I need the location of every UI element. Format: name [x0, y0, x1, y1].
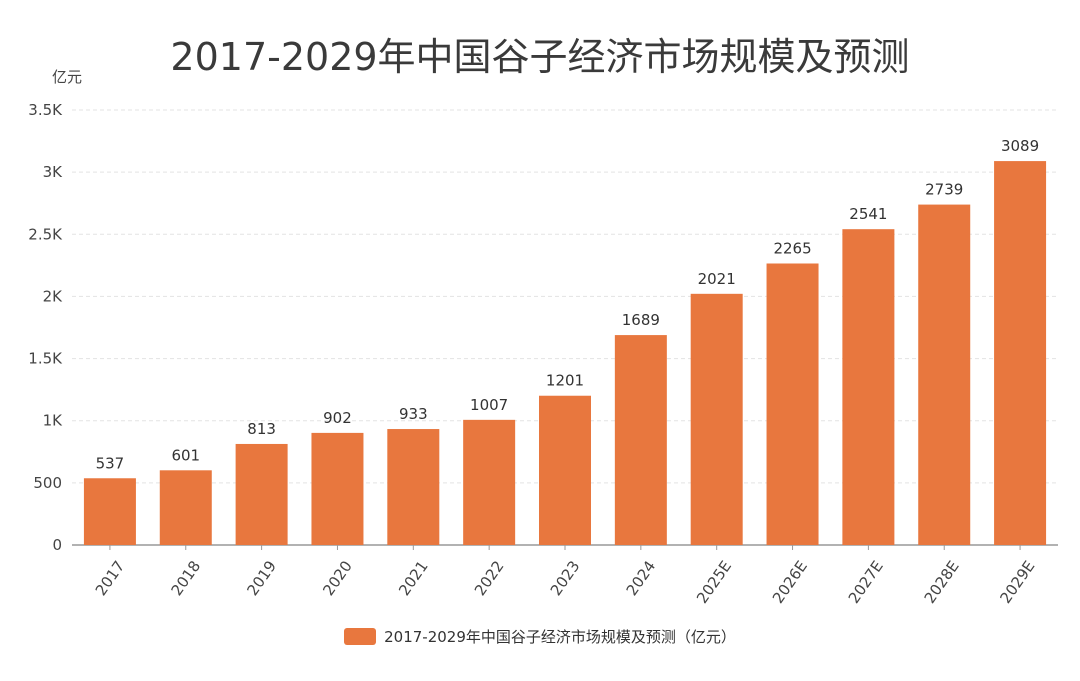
x-tick-label: 2024 — [623, 557, 660, 599]
x-tick-label: 2021 — [395, 557, 432, 599]
bar-value-label: 2265 — [773, 239, 811, 257]
chart-title: 2017-2029年中国谷子经济市场规模及预测 — [170, 35, 910, 79]
x-tick-label: 2025E — [693, 557, 735, 606]
x-tick-label: 2019 — [243, 557, 280, 599]
bar[interactable] — [235, 443, 288, 545]
x-tick-label: 2018 — [168, 557, 205, 599]
bar-value-label: 813 — [247, 420, 276, 438]
y-tick-label: 3K — [43, 163, 64, 181]
y-tick-label: 3.5K — [28, 101, 63, 119]
bar[interactable] — [994, 161, 1047, 545]
x-tick-label: 2022 — [471, 557, 508, 599]
y-tick-label: 1.5K — [28, 350, 63, 368]
bar[interactable] — [387, 429, 440, 545]
bar[interactable] — [539, 395, 591, 545]
bar-value-label: 933 — [399, 405, 428, 423]
legend[interactable]: 2017-2029年中国谷子经济市场规模及预测（亿元） — [0, 626, 1080, 647]
bar-value-label: 1201 — [546, 372, 584, 390]
x-tick-label: 2027E — [845, 557, 887, 606]
x-tick-label: 2017 — [92, 557, 129, 599]
bar[interactable] — [311, 432, 364, 545]
bar-value-label: 3089 — [1001, 137, 1039, 155]
bar[interactable] — [463, 419, 516, 545]
bar[interactable] — [83, 478, 136, 545]
legend-label: 2017-2029年中国谷子经济市场规模及预测（亿元） — [384, 628, 736, 646]
bar[interactable] — [842, 229, 895, 545]
bar[interactable] — [690, 293, 743, 545]
legend-swatch — [344, 628, 377, 645]
bar-chart: 0 500 1K 1.5K 2K 2.5K 3K 3.5K 537 2017 601 2018 813 2… — [28, 101, 1058, 607]
y-tick-label: 1K — [43, 412, 64, 430]
bar[interactable] — [614, 335, 667, 545]
x-tick-label: 2026E — [769, 557, 811, 606]
bar-value-label: 2739 — [925, 181, 963, 199]
bar-value-label: 2541 — [849, 205, 887, 223]
bar[interactable] — [918, 204, 971, 545]
y-tick-label: 2.5K — [28, 225, 63, 243]
y-tick-label: 0 — [52, 536, 62, 554]
x-tick-label: 2023 — [547, 557, 584, 599]
bar-value-label: 1689 — [622, 311, 660, 329]
bar-value-label: 537 — [96, 454, 125, 472]
bar-value-label: 2021 — [698, 270, 736, 288]
bar-value-label: 1007 — [470, 396, 508, 414]
x-tick-label: 2020 — [319, 557, 356, 599]
bar[interactable] — [159, 470, 212, 545]
bar-value-label: 902 — [323, 409, 352, 427]
y-axis-unit-label: 亿元 — [52, 68, 83, 86]
y-tick-label: 2K — [43, 287, 64, 305]
bar[interactable] — [766, 263, 819, 545]
y-tick-label: 500 — [33, 474, 62, 492]
bar-value-label: 601 — [171, 446, 200, 464]
x-tick-label: 2029E — [996, 557, 1038, 606]
x-tick-label: 2028E — [921, 557, 963, 606]
